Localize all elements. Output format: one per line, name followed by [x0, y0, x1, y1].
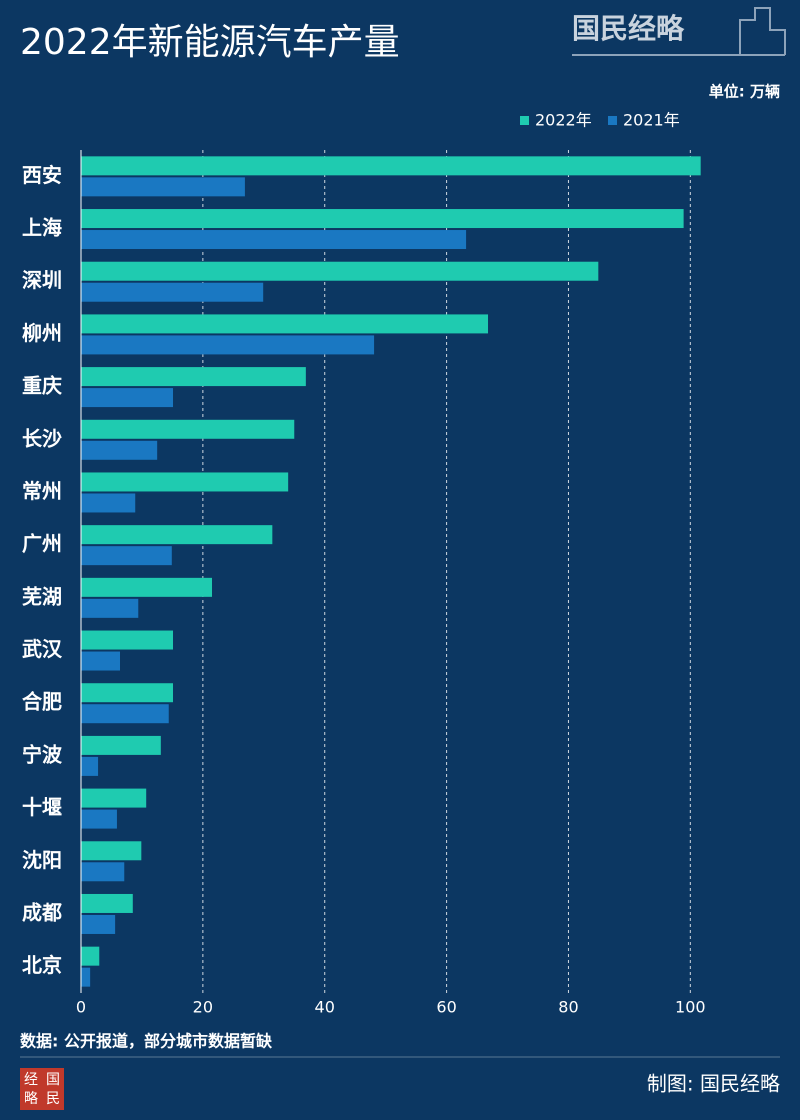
bar — [81, 282, 264, 302]
bar — [81, 788, 147, 808]
y-tick-label: 长沙 — [22, 426, 62, 450]
bar — [81, 967, 91, 987]
seal-char: 略 — [24, 1091, 38, 1107]
y-tick-label: 柳州 — [22, 321, 62, 345]
bar — [81, 261, 599, 281]
x-tick-label: 0 — [76, 998, 86, 1017]
bar — [81, 546, 172, 566]
unit: 单位: 万辆 — [709, 83, 780, 101]
y-tick-label: 芜湖 — [22, 584, 62, 608]
legend-swatch — [608, 116, 617, 125]
chart-title: 2022年新能源汽车产量 — [20, 22, 400, 63]
y-tick-label: 深圳 — [22, 268, 62, 292]
bar — [81, 419, 295, 439]
y-tick-label: 十堰 — [22, 795, 62, 819]
bar — [81, 156, 701, 176]
bar — [81, 756, 99, 776]
logo: 国民经略 — [572, 12, 685, 45]
bar — [81, 177, 245, 197]
y-tick-label: 北京 — [22, 953, 62, 977]
x-tick-label: 100 — [675, 998, 706, 1017]
y-tick-label: 宁波 — [22, 742, 63, 766]
bar — [81, 525, 273, 545]
y-tick-label: 武汉 — [22, 637, 63, 661]
source: 数据: 公开报道，部分城市数据暂缺 — [20, 1032, 273, 1051]
x-tick-label: 60 — [436, 998, 456, 1017]
bar — [81, 209, 684, 229]
bar — [81, 809, 117, 829]
seal-char: 民 — [46, 1091, 60, 1107]
bar — [81, 914, 116, 934]
logo-graphic — [572, 7, 786, 56]
legend-label: 2021年 — [623, 111, 680, 130]
y-tick-label: 重庆 — [22, 374, 62, 398]
seal — [20, 1068, 64, 1110]
bar — [81, 598, 139, 618]
y-tick-label: 西安 — [22, 163, 62, 187]
bar — [81, 577, 213, 597]
legend-swatch — [520, 116, 529, 125]
y-tick-label: 合肥 — [22, 690, 62, 714]
x-tick-label: 40 — [315, 998, 335, 1017]
bar — [81, 862, 125, 882]
bar — [81, 335, 375, 355]
bar — [81, 893, 133, 913]
bar — [81, 367, 306, 387]
bar — [81, 630, 174, 650]
bar — [81, 946, 100, 966]
y-tick-label: 常州 — [22, 479, 62, 503]
bar — [81, 230, 467, 250]
bar — [81, 735, 161, 755]
bar — [81, 388, 174, 408]
y-tick-label: 上海 — [22, 216, 62, 240]
seal-char: 经 — [24, 1072, 38, 1088]
bar — [81, 841, 142, 861]
legend-label: 2022年 — [535, 111, 592, 130]
credit: 制图: 国民经略 — [647, 1072, 780, 1096]
x-tick-label: 80 — [558, 998, 578, 1017]
y-tick-label: 成都 — [22, 900, 62, 924]
seal-char: 国 — [46, 1072, 60, 1088]
x-tick-label: 20 — [193, 998, 213, 1017]
bar — [81, 472, 289, 492]
bar — [81, 440, 158, 460]
bar — [81, 651, 120, 671]
bar — [81, 493, 136, 513]
y-tick-label: 沈阳 — [22, 848, 62, 872]
y-tick-label: 广州 — [22, 532, 62, 556]
bar — [81, 314, 489, 334]
bar — [81, 683, 174, 703]
bar — [81, 704, 169, 724]
